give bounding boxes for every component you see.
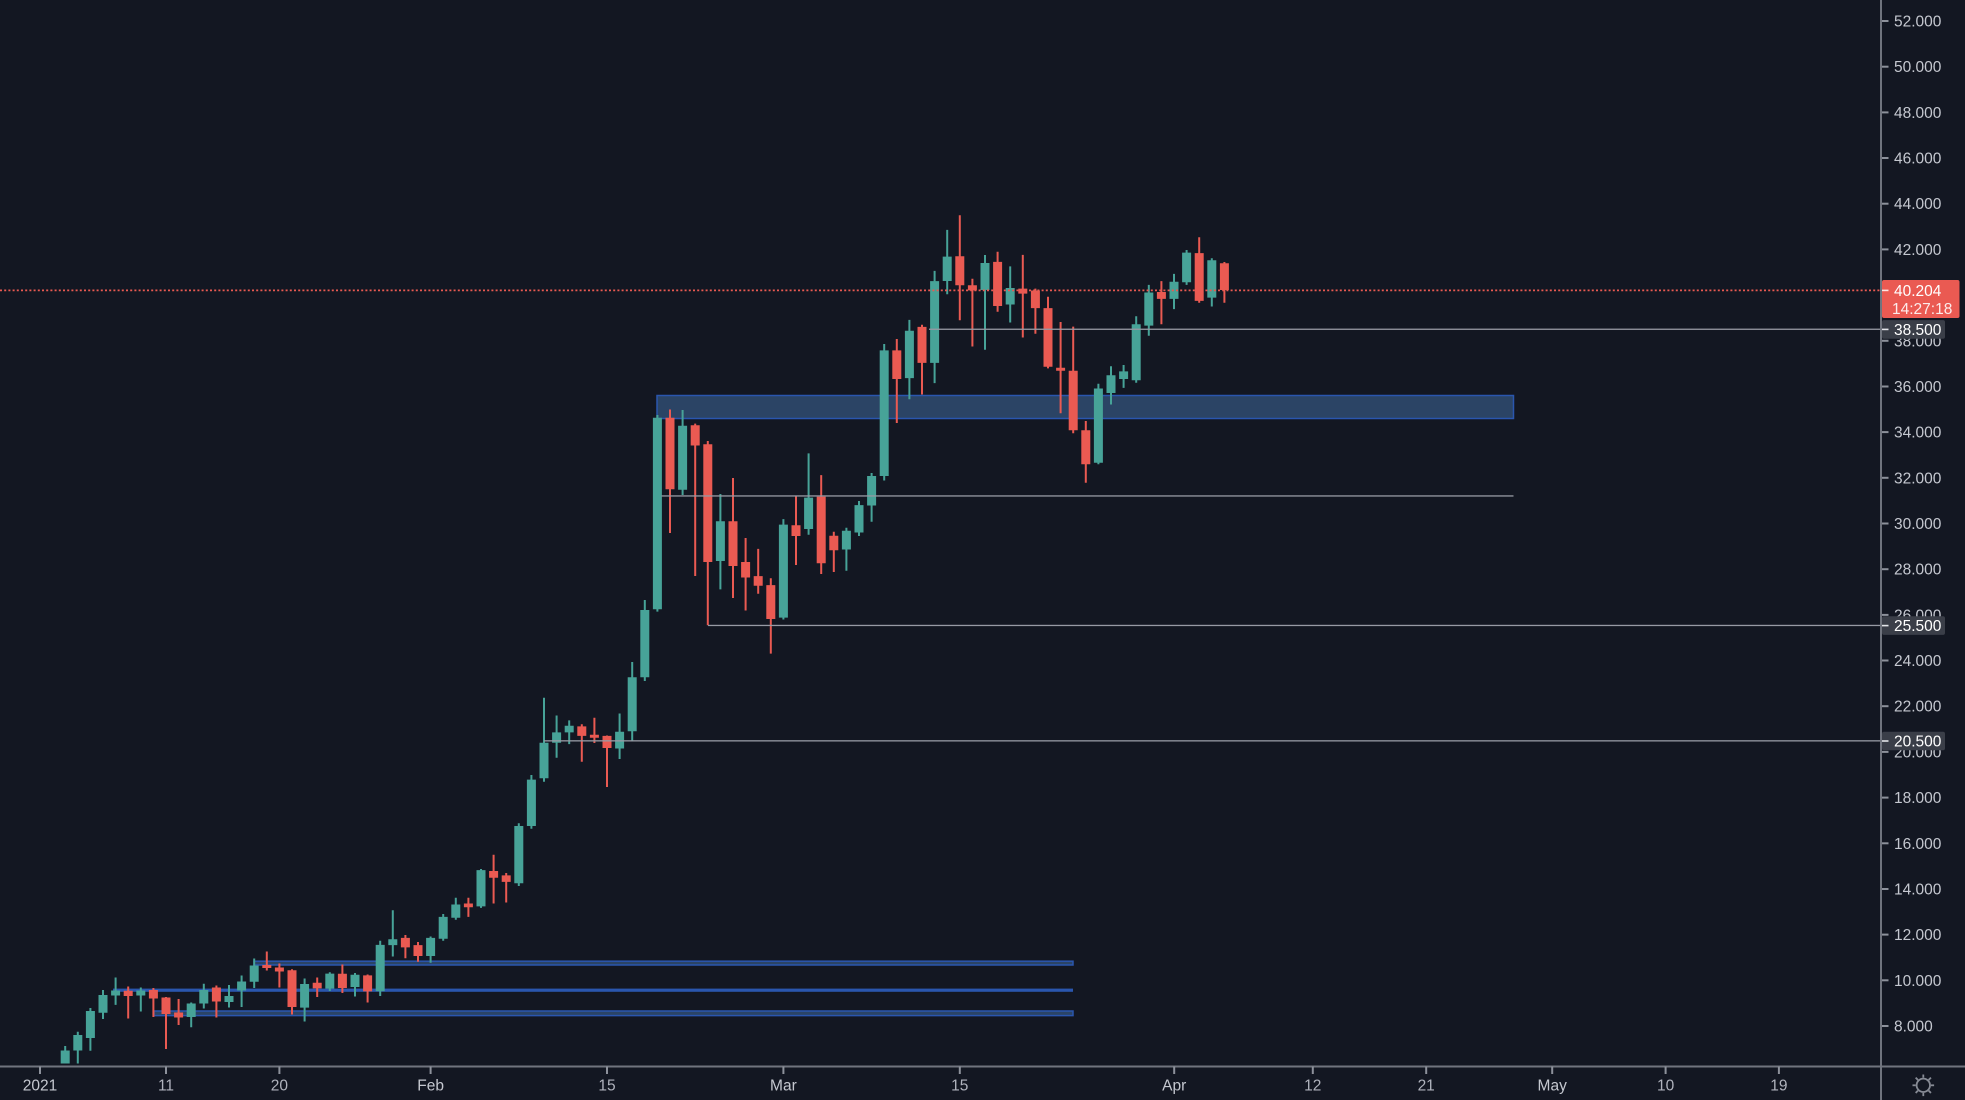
svg-text:20: 20 (271, 1078, 289, 1095)
svg-text:16.000: 16.000 (1894, 836, 1942, 853)
svg-text:36.000: 36.000 (1894, 379, 1942, 396)
svg-text:32.000: 32.000 (1894, 470, 1942, 487)
svg-text:20.500: 20.500 (1894, 734, 1942, 751)
svg-text:14:27:18: 14:27:18 (1892, 301, 1952, 318)
svg-text:46.000: 46.000 (1894, 151, 1942, 168)
svg-text:2021: 2021 (23, 1078, 57, 1095)
svg-text:40.204: 40.204 (1894, 283, 1942, 300)
svg-text:Apr: Apr (1162, 1078, 1186, 1095)
svg-text:24.000: 24.000 (1894, 653, 1942, 670)
svg-text:22.000: 22.000 (1894, 699, 1942, 716)
svg-text:10: 10 (1657, 1078, 1675, 1095)
svg-text:Mar: Mar (770, 1078, 797, 1095)
svg-text:Feb: Feb (417, 1078, 444, 1095)
svg-text:18.000: 18.000 (1894, 790, 1942, 807)
svg-text:42.000: 42.000 (1894, 242, 1942, 259)
svg-text:34.000: 34.000 (1894, 425, 1942, 442)
svg-text:52.000: 52.000 (1894, 14, 1942, 31)
svg-text:48.000: 48.000 (1894, 105, 1942, 122)
svg-text:May: May (1538, 1078, 1568, 1095)
svg-text:28.000: 28.000 (1894, 562, 1942, 579)
svg-text:25.500: 25.500 (1894, 618, 1942, 635)
svg-text:19: 19 (1770, 1078, 1787, 1095)
svg-text:50.000: 50.000 (1894, 59, 1942, 76)
svg-text:44.000: 44.000 (1894, 196, 1942, 213)
svg-text:21: 21 (1418, 1078, 1435, 1095)
svg-text:10.000: 10.000 (1894, 973, 1942, 990)
svg-text:14.000: 14.000 (1894, 882, 1942, 899)
svg-text:15: 15 (598, 1078, 615, 1095)
svg-text:11: 11 (158, 1078, 174, 1095)
svg-text:8.000: 8.000 (1894, 1019, 1933, 1036)
svg-text:15: 15 (951, 1078, 968, 1095)
svg-text:38.500: 38.500 (1894, 322, 1942, 339)
svg-text:12: 12 (1304, 1078, 1321, 1095)
svg-text:30.000: 30.000 (1894, 516, 1942, 533)
svg-text:12.000: 12.000 (1894, 927, 1942, 944)
